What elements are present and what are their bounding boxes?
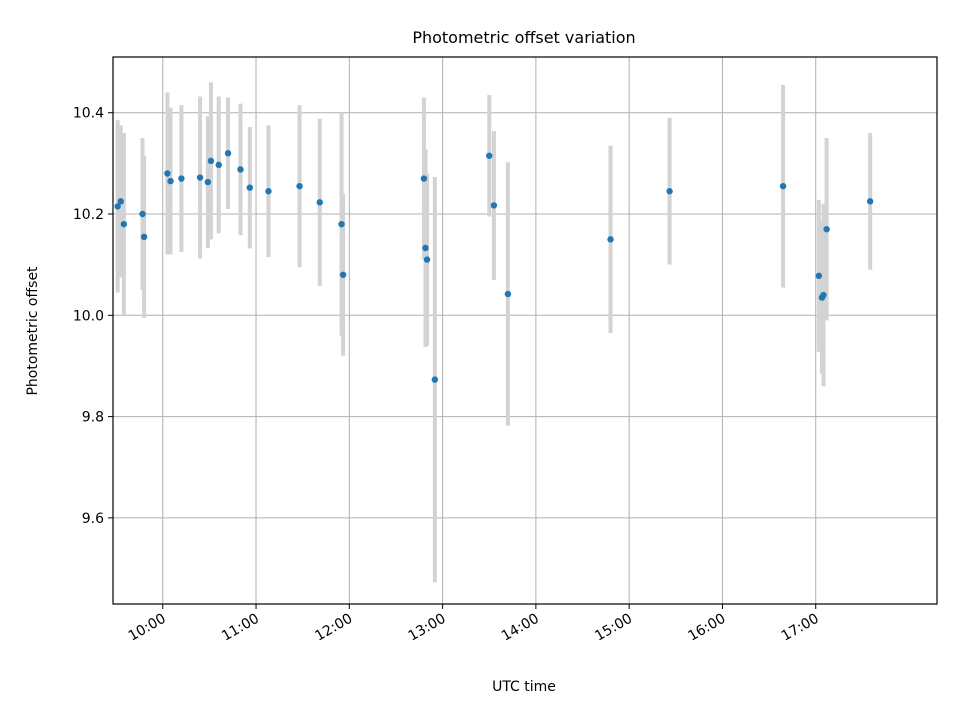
- data-point: [666, 188, 673, 195]
- data-point: [423, 256, 431, 263]
- chart-title: Photometric offset variation: [412, 28, 635, 47]
- data-point: [207, 157, 215, 165]
- x-axis-label: UTC time: [492, 679, 556, 695]
- data-point: [490, 202, 498, 209]
- data-point: [422, 244, 429, 252]
- data-point: [139, 210, 146, 218]
- y-tick-label: 9.8: [82, 410, 104, 426]
- data-point: [237, 166, 244, 173]
- plot-frame: [112, 56, 938, 605]
- y-axis-ticks: 9.6 9.8 10.0 10.2 10.4: [73, 106, 113, 527]
- data-point: [504, 290, 512, 298]
- data-point: [823, 226, 830, 233]
- data-point: [178, 175, 185, 182]
- y-tick-label: 10.2: [73, 207, 104, 223]
- data-point: [196, 174, 204, 181]
- data-point: [779, 182, 787, 190]
- data-points: [114, 150, 874, 383]
- data-point: [246, 184, 254, 191]
- data-point: [486, 152, 493, 159]
- data-point: [820, 291, 827, 299]
- data-point: [204, 178, 212, 186]
- data-point: [114, 203, 121, 210]
- y-tick-label: 9.6: [82, 511, 104, 527]
- data-point: [224, 150, 232, 157]
- data-point: [815, 272, 823, 279]
- data-point: [420, 175, 428, 182]
- grid-lines: [113, 57, 937, 604]
- data-point: [117, 198, 124, 205]
- y-tick-label: 10.4: [73, 106, 104, 122]
- y-axis-label: Photometric offset: [25, 266, 41, 396]
- data-point: [215, 161, 222, 169]
- data-point: [120, 220, 128, 228]
- data-point: [431, 376, 439, 383]
- data-point: [140, 233, 148, 241]
- data-point: [339, 271, 347, 278]
- data-point: [296, 182, 303, 190]
- data-point: [607, 236, 614, 243]
- data-point: [316, 199, 323, 206]
- data-point: [164, 170, 171, 177]
- data-point: [167, 177, 174, 185]
- data-point: [866, 198, 874, 205]
- y-tick-label: 10.0: [73, 308, 104, 324]
- data-point: [338, 220, 345, 228]
- data-point: [265, 188, 272, 195]
